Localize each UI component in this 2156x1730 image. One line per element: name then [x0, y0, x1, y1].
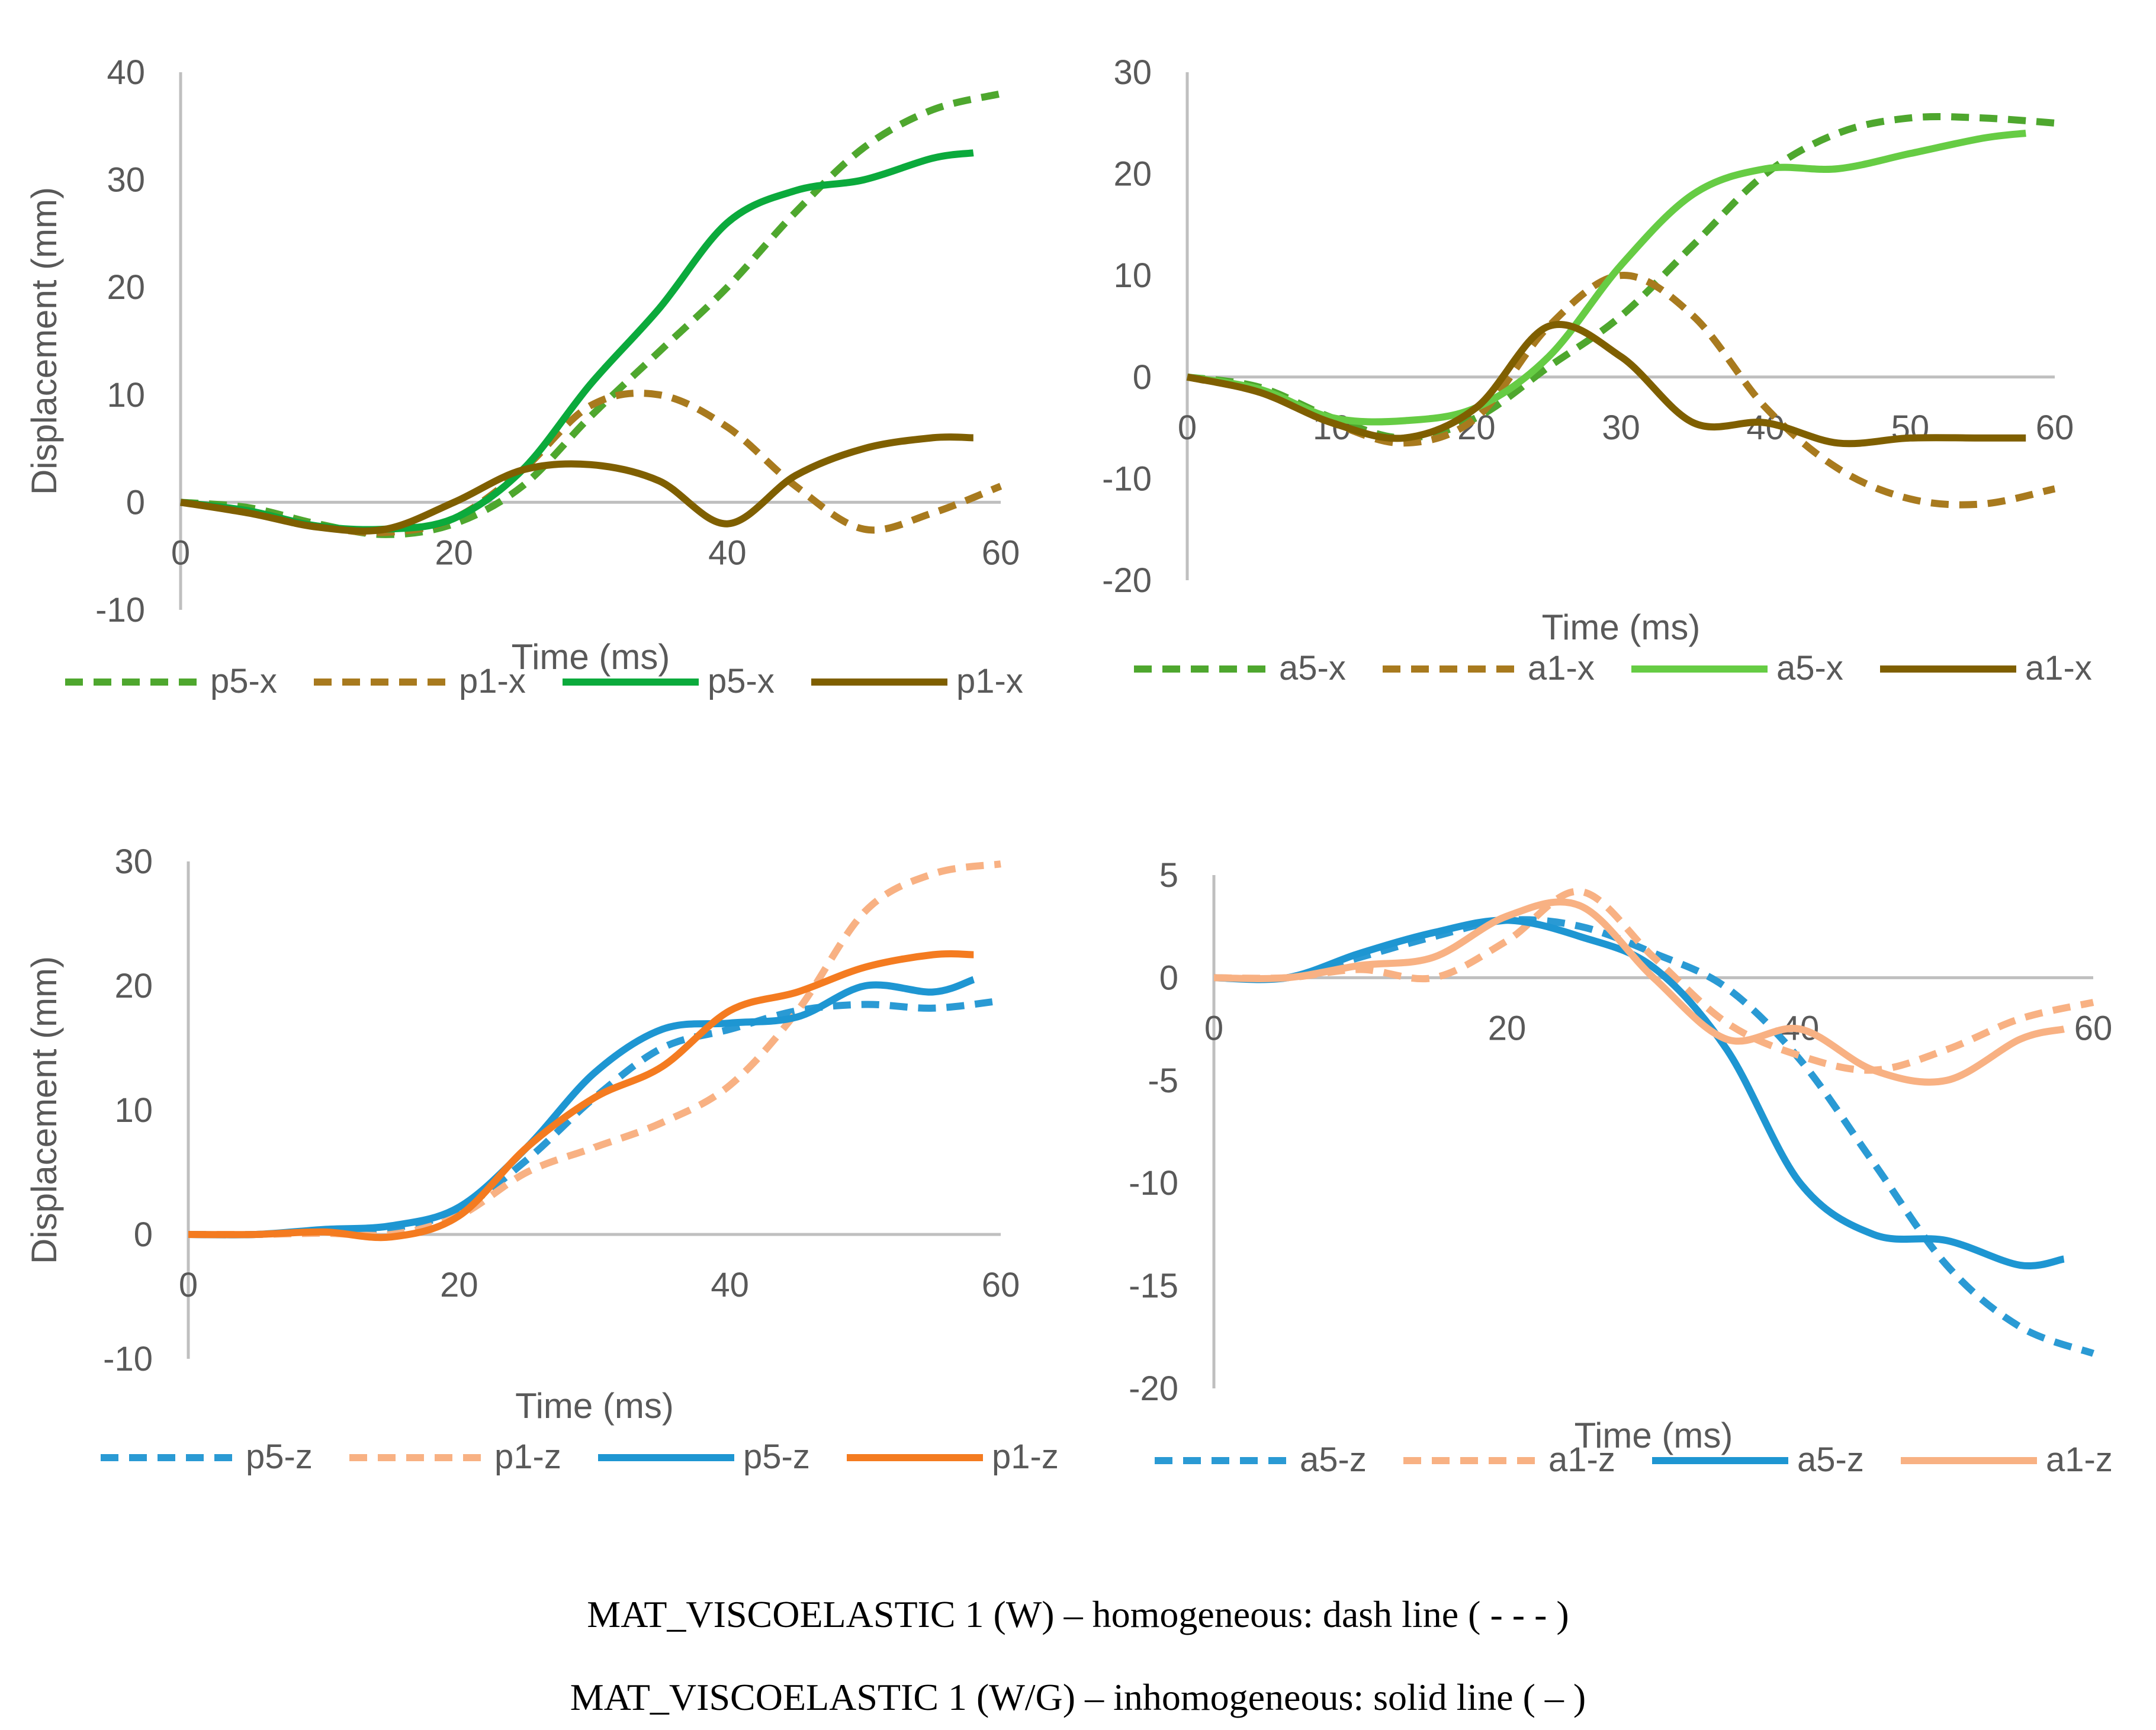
series-p5-x-dash-line: [180, 90, 1002, 538]
legend: a5-z a1-z a5-z a1-z: [1155, 1440, 2113, 1479]
y-tick-label: 20: [107, 268, 145, 307]
x-axis-title: Time (ms): [1542, 607, 1701, 647]
y-tick-label: -10: [1129, 1164, 1178, 1202]
x-tick-label: 0: [1178, 409, 1197, 447]
x-tick-label: 40: [708, 533, 747, 572]
series-p5-x-solid-line: [180, 149, 974, 533]
y-tick-label: -15: [1129, 1267, 1178, 1305]
legend-label: p5-x: [708, 662, 775, 700]
y-tick-label: 0: [126, 483, 145, 522]
series-a5-z-solid-line: [1213, 917, 2065, 1269]
y-tick-label: 20: [114, 967, 153, 1005]
legend-label: p1-z: [494, 1438, 561, 1476]
x-tick-label: 20: [435, 533, 473, 572]
x-tick-label: 20: [1488, 1009, 1527, 1047]
y-tick-label: -20: [1129, 1369, 1178, 1408]
chart-1: -10 0 10 20 30 40 0 20 40 60 Time (ms) Displacement…: [24, 53, 1023, 700]
y-axis-title: Displacement (mm): [24, 956, 64, 1264]
legend-label: a1-x: [1528, 649, 1595, 687]
legend-label: a5-x: [1279, 649, 1346, 687]
x-tick-label: 60: [2036, 409, 2074, 447]
legend-label: a1-x: [2025, 649, 2092, 687]
y-tick-label: 30: [107, 161, 145, 200]
x-axis-title: Time (ms): [512, 637, 670, 677]
legend-label: p1-x: [956, 662, 1023, 700]
y-tick-label: 20: [1113, 155, 1152, 194]
x-axis-title: Time (ms): [1575, 1416, 1733, 1455]
y-tick-label: 0: [1133, 358, 1152, 397]
y-tick-label: 10: [1113, 256, 1152, 295]
chart-3: -10 0 10 20 30 0 20 40 60 Time (ms) Displacement (…: [24, 843, 1059, 1476]
legend-label: p1-z: [992, 1438, 1059, 1476]
legend-label: a1-z: [2046, 1440, 2113, 1479]
x-axis-title: Time (ms): [515, 1386, 674, 1426]
legend-label: a5-x: [1776, 649, 1843, 687]
y-tick-label: 10: [107, 376, 145, 414]
y-tick-label: 30: [114, 843, 153, 881]
series-p5-z-dash-line: [188, 997, 1001, 1239]
x-tick-label: 40: [711, 1266, 749, 1304]
series-a1-z-solid-line: [1213, 898, 2065, 1086]
y-tick-label: -10: [103, 1340, 153, 1378]
legend-label: a1-z: [1548, 1440, 1615, 1479]
series-a1-x-solid-line: [1186, 320, 2026, 448]
legend-label: p5-z: [246, 1438, 313, 1476]
y-tick-label: -20: [1102, 561, 1152, 600]
y-tick-label: -10: [1102, 459, 1152, 498]
legend-label: a5-z: [1300, 1440, 1367, 1479]
legend-label: p5-x: [210, 662, 277, 700]
x-tick-label: 0: [171, 533, 190, 572]
y-tick-label: 30: [1113, 53, 1152, 92]
series-p1-z-dash-line: [188, 860, 1001, 1239]
legend-label: p5-z: [743, 1438, 810, 1476]
legend-label: a5-z: [1797, 1440, 1864, 1479]
x-tick-label: 0: [1204, 1009, 1223, 1047]
legend-label: p1-x: [459, 662, 526, 700]
series-a1-z-dash-line: [1213, 887, 2094, 1074]
y-tick-label: 0: [1159, 959, 1178, 997]
y-tick-label: -10: [95, 591, 145, 629]
y-tick-label: 5: [1159, 856, 1178, 895]
caption-homogeneous: MAT_VISCOELASTIC 1 (W) – homogeneous: da…: [587, 1593, 1569, 1635]
x-tick-label: 60: [2074, 1009, 2113, 1047]
series-p1-z-solid-line: [188, 950, 974, 1242]
legend: p5-z p1-z p5-z p1-z: [101, 1438, 1059, 1476]
caption-inhomogeneous: MAT_VISCOELASTIC 1 (W/G) – inhomogeneous…: [570, 1676, 1586, 1718]
series-a5-x-solid-line: [1187, 130, 2026, 426]
y-tick-label: 40: [107, 53, 145, 92]
series-p1-x-solid-line: [180, 433, 973, 535]
y-tick-label: 0: [134, 1215, 153, 1254]
series-a5-z-dash-line: [1213, 916, 2095, 1357]
x-tick-label: 30: [1602, 409, 1640, 447]
legend: p5-x p1-x p5-x p1-x: [65, 662, 1023, 700]
x-tick-label: 20: [440, 1266, 478, 1304]
y-axis-title: Displacement (mm): [24, 187, 64, 495]
x-tick-label: 0: [179, 1266, 198, 1304]
legend: a5-x a1-x a5-x a1-x: [1134, 649, 2092, 687]
y-tick-label: 10: [114, 1091, 153, 1130]
x-tick-label: 60: [982, 533, 1020, 572]
x-tick-label: 60: [982, 1266, 1020, 1304]
y-tick-label: -5: [1148, 1062, 1178, 1100]
series-a1-x-dash-line: [1186, 272, 2056, 509]
